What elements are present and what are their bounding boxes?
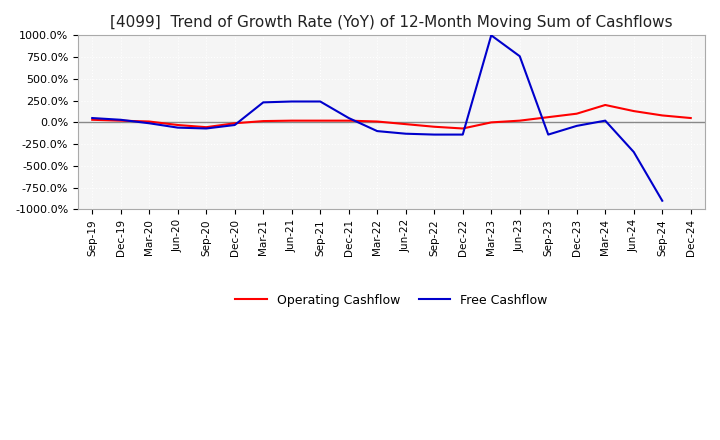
Operating Cashflow	[259, 118, 268, 124]
Operating Cashflow	[516, 118, 524, 123]
Free Cashflow	[459, 132, 467, 137]
Operating Cashflow	[88, 117, 96, 122]
Free Cashflow	[572, 123, 581, 128]
Free Cashflow	[287, 99, 296, 104]
Free Cashflow	[373, 128, 382, 134]
Operating Cashflow	[344, 118, 353, 123]
Legend: Operating Cashflow, Free Cashflow: Operating Cashflow, Free Cashflow	[230, 289, 552, 312]
Operating Cashflow	[601, 103, 610, 108]
Free Cashflow	[174, 125, 182, 130]
Operating Cashflow	[629, 108, 638, 114]
Free Cashflow	[202, 126, 210, 131]
Operating Cashflow	[402, 121, 410, 127]
Operating Cashflow	[145, 119, 153, 124]
Free Cashflow	[658, 198, 667, 203]
Free Cashflow	[230, 122, 239, 128]
Operating Cashflow	[373, 119, 382, 124]
Operating Cashflow	[658, 113, 667, 118]
Operating Cashflow	[174, 122, 182, 128]
Title: [4099]  Trend of Growth Rate (YoY) of 12-Month Moving Sum of Cashflows: [4099] Trend of Growth Rate (YoY) of 12-…	[110, 15, 672, 30]
Free Cashflow	[516, 54, 524, 59]
Operating Cashflow	[572, 111, 581, 116]
Free Cashflow	[145, 121, 153, 126]
Line: Operating Cashflow: Operating Cashflow	[92, 105, 690, 128]
Free Cashflow	[117, 117, 125, 122]
Operating Cashflow	[202, 125, 210, 130]
Operating Cashflow	[117, 118, 125, 123]
Free Cashflow	[629, 149, 638, 154]
Free Cashflow	[601, 118, 610, 123]
Free Cashflow	[88, 115, 96, 121]
Operating Cashflow	[230, 121, 239, 126]
Operating Cashflow	[686, 115, 695, 121]
Free Cashflow	[344, 115, 353, 121]
Free Cashflow	[430, 132, 438, 137]
Free Cashflow	[487, 33, 495, 38]
Operating Cashflow	[544, 114, 552, 120]
Free Cashflow	[259, 100, 268, 105]
Operating Cashflow	[430, 124, 438, 129]
Operating Cashflow	[316, 118, 325, 123]
Free Cashflow	[316, 99, 325, 104]
Line: Free Cashflow: Free Cashflow	[92, 35, 662, 201]
Operating Cashflow	[487, 120, 495, 125]
Operating Cashflow	[287, 118, 296, 123]
Free Cashflow	[544, 132, 552, 137]
Operating Cashflow	[459, 126, 467, 131]
Free Cashflow	[402, 131, 410, 136]
